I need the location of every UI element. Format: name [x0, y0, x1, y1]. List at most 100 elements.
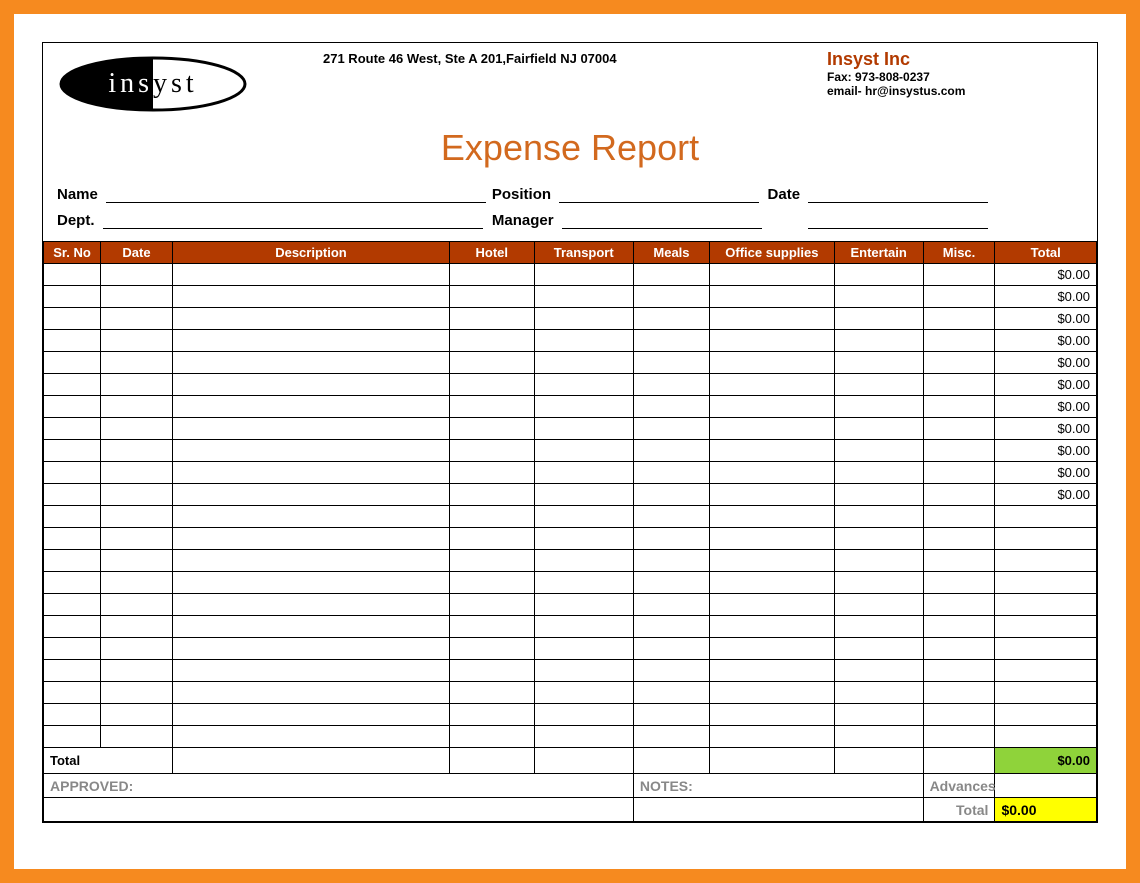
table-cell[interactable] [101, 594, 173, 616]
table-cell[interactable] [534, 484, 633, 506]
table-cell[interactable] [995, 550, 1097, 572]
table-cell[interactable] [710, 418, 835, 440]
table-cell[interactable] [534, 308, 633, 330]
table-cell[interactable] [710, 286, 835, 308]
table-cell[interactable] [172, 330, 449, 352]
dept-input[interactable] [103, 209, 483, 229]
table-cell[interactable] [633, 550, 709, 572]
table-cell[interactable] [534, 506, 633, 528]
table-cell[interactable] [923, 418, 995, 440]
position-input[interactable] [559, 183, 759, 203]
table-cell[interactable] [923, 616, 995, 638]
table-cell[interactable] [834, 462, 923, 484]
table-cell[interactable] [172, 550, 449, 572]
table-cell[interactable] [834, 418, 923, 440]
table-cell[interactable] [633, 264, 709, 286]
table-cell[interactable] [44, 550, 101, 572]
table-cell[interactable] [923, 352, 995, 374]
table-cell[interactable] [923, 528, 995, 550]
table-cell[interactable] [449, 440, 534, 462]
table-cell[interactable] [101, 506, 173, 528]
table-cell[interactable] [710, 396, 835, 418]
table-cell[interactable] [101, 352, 173, 374]
table-cell[interactable] [172, 440, 449, 462]
table-cell[interactable] [834, 594, 923, 616]
table-cell[interactable] [923, 660, 995, 682]
table-cell[interactable] [923, 682, 995, 704]
manager-input[interactable] [562, 209, 762, 229]
table-cell[interactable] [995, 572, 1097, 594]
table-cell[interactable] [995, 726, 1097, 748]
table-cell[interactable] [101, 660, 173, 682]
table-cell[interactable] [923, 374, 995, 396]
table-cell[interactable] [44, 506, 101, 528]
table-cell[interactable] [534, 330, 633, 352]
table-cell[interactable] [534, 264, 633, 286]
table-cell[interactable] [633, 616, 709, 638]
date2-input[interactable] [808, 209, 988, 229]
table-cell[interactable] [101, 418, 173, 440]
table-cell[interactable] [710, 550, 835, 572]
table-cell[interactable] [534, 352, 633, 374]
table-cell[interactable] [923, 330, 995, 352]
table-cell[interactable] [449, 572, 534, 594]
table-cell[interactable] [923, 506, 995, 528]
table-cell[interactable] [710, 440, 835, 462]
table-cell[interactable] [172, 418, 449, 440]
table-cell[interactable] [44, 594, 101, 616]
table-cell[interactable] [449, 352, 534, 374]
notes-label[interactable]: NOTES: [633, 774, 923, 798]
table-cell[interactable] [534, 616, 633, 638]
table-cell[interactable] [449, 616, 534, 638]
table-cell[interactable] [534, 440, 633, 462]
table-cell[interactable] [710, 572, 835, 594]
table-cell[interactable] [923, 726, 995, 748]
table-cell[interactable] [172, 352, 449, 374]
table-cell[interactable] [449, 462, 534, 484]
table-cell[interactable] [633, 638, 709, 660]
table-cell[interactable] [534, 594, 633, 616]
table-cell[interactable] [534, 704, 633, 726]
table-cell[interactable] [834, 682, 923, 704]
table-cell[interactable] [710, 682, 835, 704]
table-cell[interactable] [834, 638, 923, 660]
table-cell[interactable] [101, 528, 173, 550]
table-cell[interactable] [534, 638, 633, 660]
table-cell[interactable] [633, 462, 709, 484]
table-cell[interactable] [101, 550, 173, 572]
table-cell[interactable] [449, 726, 534, 748]
table-cell[interactable] [834, 374, 923, 396]
table-cell[interactable] [44, 440, 101, 462]
table-cell[interactable] [633, 704, 709, 726]
table-cell[interactable] [923, 572, 995, 594]
table-cell[interactable] [172, 484, 449, 506]
table-cell[interactable] [534, 462, 633, 484]
table-cell[interactable] [834, 616, 923, 638]
table-cell[interactable] [172, 594, 449, 616]
table-cell[interactable] [44, 484, 101, 506]
table-cell[interactable] [923, 550, 995, 572]
table-cell[interactable] [834, 550, 923, 572]
table-cell[interactable] [449, 418, 534, 440]
table-cell[interactable] [44, 638, 101, 660]
table-cell[interactable] [101, 616, 173, 638]
table-cell[interactable] [44, 330, 101, 352]
table-cell[interactable] [633, 418, 709, 440]
table-cell[interactable] [633, 572, 709, 594]
table-cell[interactable] [449, 506, 534, 528]
table-cell[interactable] [172, 704, 449, 726]
table-cell[interactable] [710, 616, 835, 638]
advances-value[interactable] [995, 774, 1097, 798]
table-cell[interactable] [923, 594, 995, 616]
table-cell[interactable] [923, 638, 995, 660]
table-cell[interactable] [633, 506, 709, 528]
table-cell[interactable] [633, 528, 709, 550]
table-cell[interactable] [101, 396, 173, 418]
table-cell[interactable] [710, 352, 835, 374]
table-cell[interactable] [534, 682, 633, 704]
table-cell[interactable] [923, 286, 995, 308]
table-cell[interactable] [995, 506, 1097, 528]
table-cell[interactable] [44, 682, 101, 704]
table-cell[interactable] [534, 396, 633, 418]
table-cell[interactable] [710, 330, 835, 352]
